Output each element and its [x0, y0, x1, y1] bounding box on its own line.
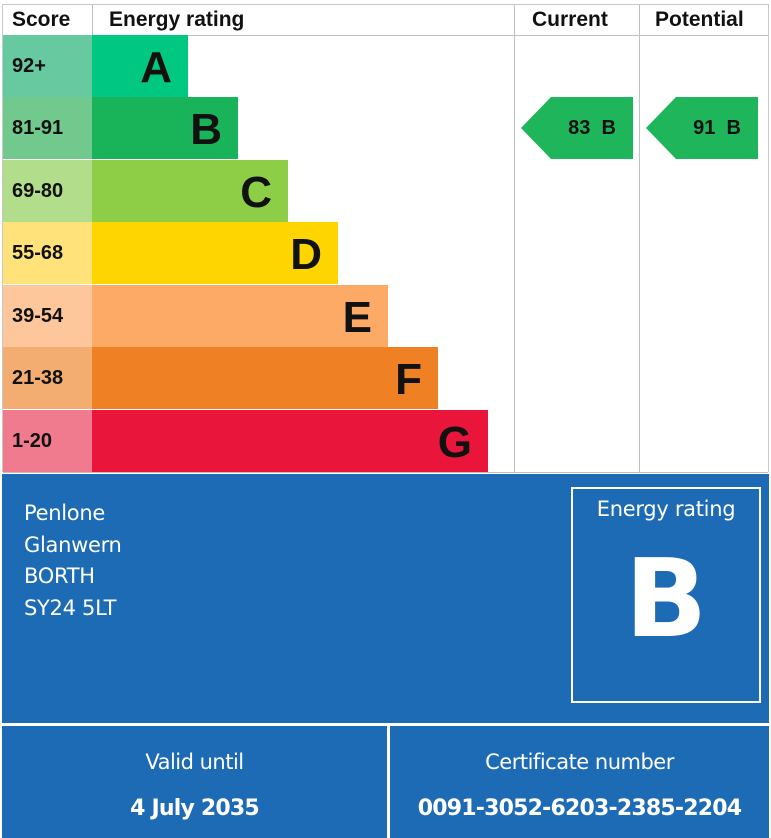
- score-range: 55-68: [3, 222, 92, 284]
- band-letter: B: [190, 105, 222, 154]
- certificate-number-label: Certificate number: [485, 750, 674, 774]
- score-range: 69-80: [3, 160, 92, 222]
- score-range: 1-20: [3, 410, 92, 472]
- header-potential: Potential: [655, 8, 744, 31]
- column-divider: [92, 5, 93, 35]
- chart-bottom-border: [3, 472, 768, 473]
- rating-bar-d: D: [92, 222, 338, 284]
- header-current: Current: [532, 8, 608, 31]
- arrow-shape-icon: [646, 97, 758, 159]
- energy-rating-box: Energy rating B: [571, 487, 761, 703]
- band-letter: A: [140, 43, 172, 92]
- certificate-number-value: 0091-3052-6203-2385-2204: [417, 796, 742, 821]
- score-range: 21-38: [3, 347, 92, 409]
- score-range: 92+: [3, 35, 92, 97]
- current-rating-value: 83 B: [568, 117, 616, 139]
- rating-bar-b: B: [92, 97, 238, 159]
- rating-bar-c: C: [92, 160, 288, 222]
- header-score: Score: [12, 8, 71, 31]
- band-letter: G: [437, 418, 472, 467]
- valid-until-value: 4 July 2035: [130, 796, 260, 821]
- header-divider: [3, 35, 768, 36]
- energy-rating-value: B: [624, 537, 708, 662]
- energy-rating-label: Energy rating: [596, 497, 736, 521]
- header-energy-rating: Energy rating: [109, 8, 245, 31]
- valid-until-section: Valid until 4 July 2035: [2, 726, 387, 838]
- band-letter: E: [342, 293, 372, 342]
- score-range: 81-91: [3, 97, 92, 159]
- band-letter: D: [290, 230, 322, 279]
- valid-until-label: Valid until: [145, 750, 244, 774]
- current-rating-arrow: 83 B: [521, 97, 633, 159]
- rating-bar-f: F: [92, 347, 438, 409]
- rating-bar-e: E: [92, 285, 388, 347]
- band-letter: C: [240, 168, 272, 217]
- address-line: Penlone: [24, 501, 105, 525]
- band-letter: F: [395, 355, 422, 404]
- property-address: Penlone Glanwern BORTH SY24 5LT: [24, 498, 122, 624]
- potential-rating-value: 91 B: [693, 117, 741, 139]
- arrow-shape-icon: [521, 97, 633, 159]
- address-line: BORTH: [24, 564, 95, 588]
- address-line: Glanwern: [24, 532, 122, 557]
- rating-bar-a: A: [92, 35, 188, 97]
- column-divider: [639, 5, 640, 472]
- panel-divider: [387, 726, 390, 838]
- potential-rating-arrow: 91 B: [646, 97, 758, 159]
- certificate-number-section: Certificate number 0091-3052-6203-2385-2…: [390, 726, 769, 838]
- column-divider: [514, 5, 515, 472]
- rating-bar-g: G: [92, 410, 488, 472]
- energy-rating-chart: Score Energy rating Current Potential 92…: [2, 4, 769, 473]
- address-line: SY24 5LT: [24, 595, 117, 620]
- panel-divider: [2, 723, 769, 726]
- score-range: 39-54: [3, 285, 92, 347]
- certificate-summary-panel: Penlone Glanwern BORTH SY24 5LT Energy r…: [2, 474, 769, 838]
